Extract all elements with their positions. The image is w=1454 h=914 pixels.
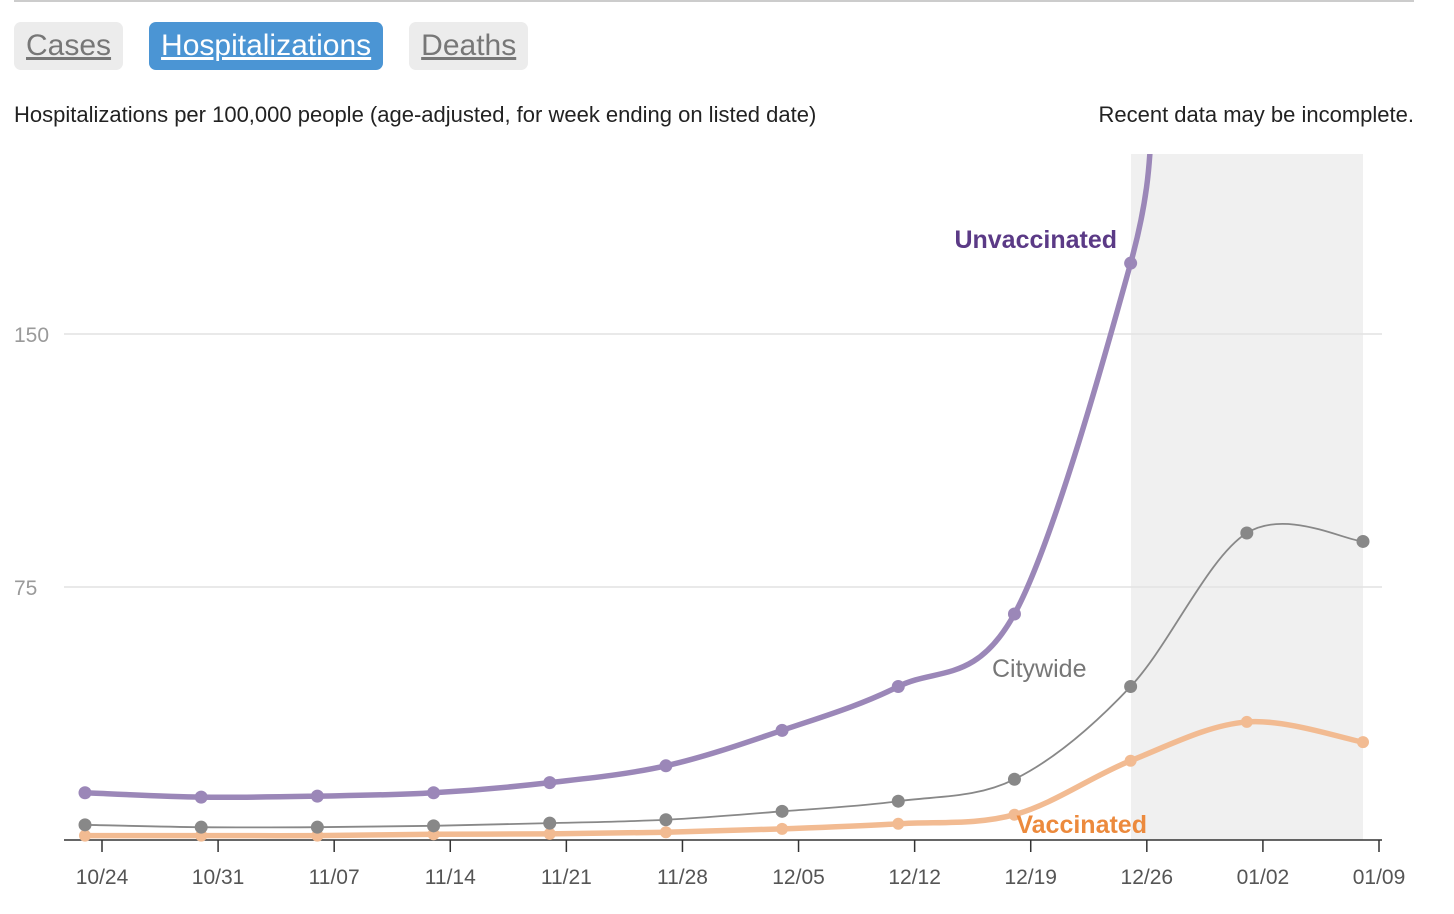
tab-hospitalizations[interactable]: Hospitalizations <box>149 22 384 70</box>
citywide-point <box>543 816 557 830</box>
x-tick-label: 12/12 <box>888 866 941 889</box>
vaccinated-line <box>82 718 1366 839</box>
citywide-point <box>1356 534 1370 548</box>
x-tick-label: 11/07 <box>309 866 360 889</box>
unvaccinated-point <box>1007 607 1021 621</box>
citywide-point <box>1007 772 1021 786</box>
x-tick-label: 01/09 <box>1353 866 1406 889</box>
citywide-point <box>310 820 324 834</box>
x-tick-label: 10/24 <box>76 866 129 889</box>
y-tick-label: 75 <box>14 577 37 600</box>
metric-tabs: Cases Hospitalizations Deaths <box>14 22 529 70</box>
unvaccinated-point <box>659 759 673 773</box>
unvaccinated-point <box>194 790 208 804</box>
series-label-unvaccinated: Unvaccinated <box>954 226 1117 254</box>
x-tick-label: 12/26 <box>1121 866 1174 889</box>
hospitalizations-line-chart: 75 150 10/24 10/31 11/07 11/14 11/21 11/28 12/05… <box>14 154 1406 889</box>
vaccinated-point <box>1008 808 1021 821</box>
x-tick-label: 10/31 <box>192 866 245 889</box>
x-tick-label: 12/19 <box>1004 866 1057 889</box>
vaccinated-point <box>1240 715 1253 728</box>
unvaccinated-line <box>82 154 1153 801</box>
unvaccinated-point <box>1124 256 1138 270</box>
citywide-point <box>194 820 208 834</box>
citywide-point <box>775 804 789 818</box>
x-tick-label: 12/05 <box>772 866 825 889</box>
unvaccinated-point <box>78 786 92 800</box>
x-tick-label: 11/21 <box>541 866 592 889</box>
chart-subtitle: Hospitalizations per 100,000 people (age… <box>14 102 817 127</box>
tab-cases[interactable]: Cases <box>14 22 124 70</box>
x-tick-label: 01/02 <box>1237 866 1290 889</box>
citywide-point <box>659 813 673 827</box>
incomplete-data-band <box>1131 154 1363 840</box>
unvaccinated-point <box>543 776 557 790</box>
citywide-point <box>1240 526 1254 540</box>
unvaccinated-point <box>891 680 905 694</box>
vaccinated-point <box>1124 754 1137 767</box>
unvaccinated-point <box>427 786 441 800</box>
citywide-point <box>1124 680 1138 694</box>
vaccinated-point <box>543 827 556 840</box>
incomplete-data-note: Recent data may be incomplete. <box>1098 102 1414 127</box>
vaccinated-point <box>892 817 905 830</box>
vaccinated-point <box>776 822 789 835</box>
vaccinated-point <box>1357 736 1369 749</box>
top-divider <box>14 0 1414 2</box>
unvaccinated-point <box>310 789 324 803</box>
citywide-point <box>891 794 905 808</box>
y-tick-label: 150 <box>14 324 49 347</box>
x-tick-label: 11/28 <box>657 866 708 889</box>
unvaccinated-point <box>775 723 789 737</box>
x-tick-label: 11/14 <box>425 866 476 889</box>
series-label-citywide: Citywide <box>992 655 1086 683</box>
series-label-vaccinated: Vaccinated <box>1016 811 1147 839</box>
tab-deaths[interactable]: Deaths <box>409 22 529 70</box>
vaccinated-point <box>79 829 91 842</box>
citywide-point <box>78 818 92 832</box>
citywide-point <box>427 819 441 833</box>
vaccinated-point <box>659 826 672 839</box>
